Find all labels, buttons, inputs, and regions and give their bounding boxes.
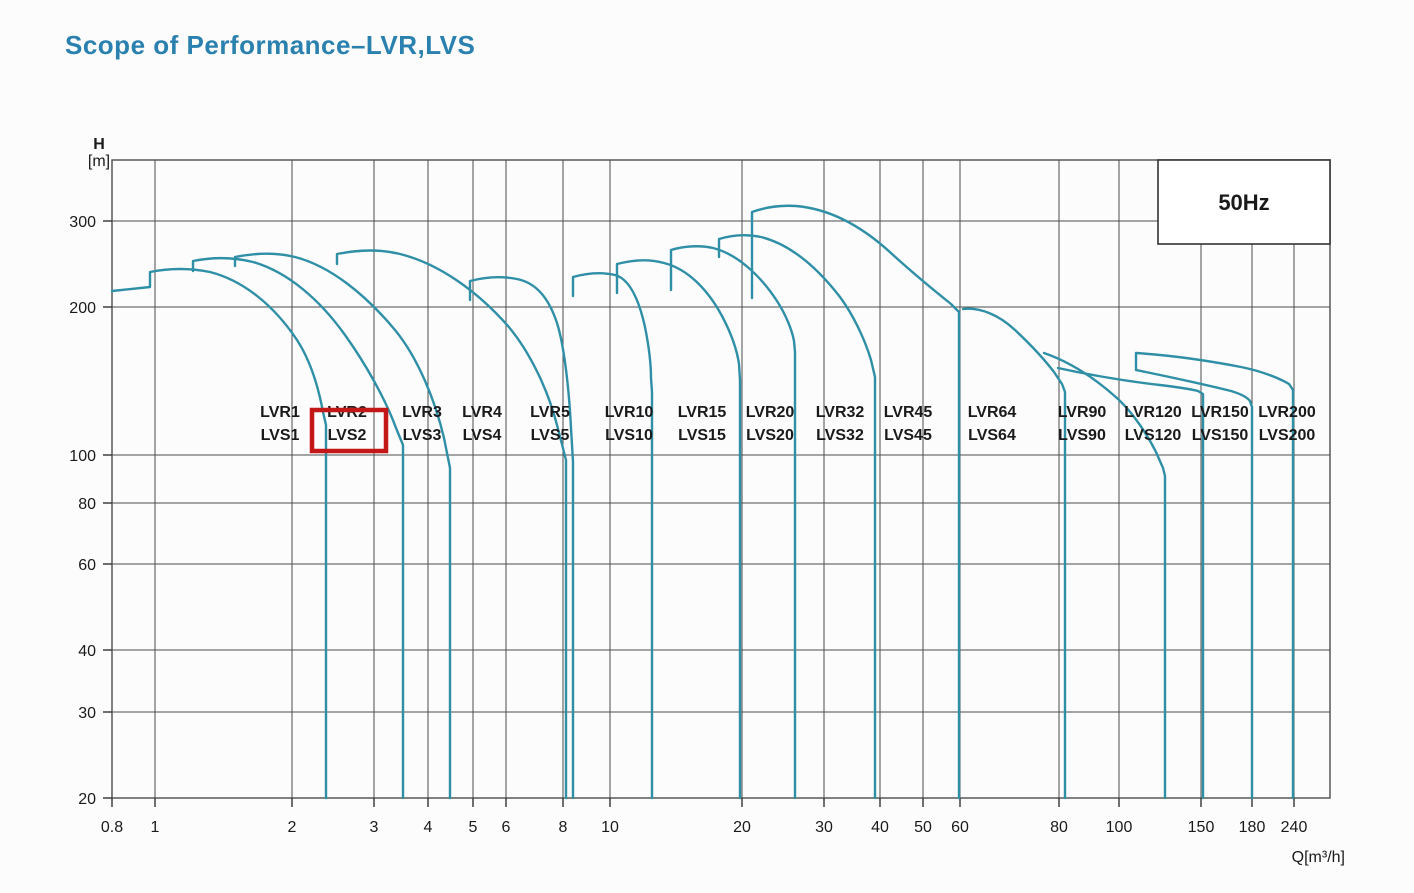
y-tick-40: 40 [78, 643, 96, 660]
page-title: Scope of Performance–LVR,LVS [65, 30, 476, 60]
envelope-lvs200 [1134, 351, 1295, 800]
x-tick-240: 240 [1281, 819, 1308, 836]
horizontal-gridlines [112, 220, 1330, 713]
label-lvs120: LVS120 [1125, 427, 1182, 444]
envelope-lvs3 [233, 252, 452, 800]
frequency-badge-box [1157, 159, 1331, 245]
x-tick-10: 10 [601, 819, 619, 836]
label-lvr200: LVR200 [1258, 404, 1316, 421]
label-lvs64: LVS64 [968, 427, 1016, 444]
pump-envelope-curves [110, 204, 1295, 800]
label-lvr20: LVR20 [746, 404, 795, 421]
label-lvr5: LVR5 [530, 404, 570, 421]
x-tick-40: 40 [871, 819, 889, 836]
label-lvr45: LVR45 [884, 404, 933, 421]
y-tick-labels: 300 200 100 80 60 40 30 20 [69, 214, 96, 808]
label-lvs45: LVS45 [884, 427, 932, 444]
label-lvr3: LVR3 [402, 404, 442, 421]
label-lvs15: LVS15 [678, 427, 726, 444]
label-lvs150: LVS150 [1192, 427, 1249, 444]
label-lvs3: LVS3 [403, 427, 442, 444]
x-tick-80: 80 [1050, 819, 1068, 836]
x-tick-3: 3 [370, 819, 379, 836]
label-lvs5: LVS5 [531, 427, 570, 444]
envelope-lvs45 [750, 204, 961, 800]
y-axis-title-symbol: H [93, 136, 105, 153]
envelope-lvs4 [335, 249, 568, 800]
label-lvs90: LVS90 [1058, 427, 1106, 444]
x-tick-1: 1 [151, 819, 160, 836]
label-lvs4: LVS4 [463, 427, 502, 444]
envelope-lvs120 [1056, 366, 1205, 800]
frequency-badge-label: 50Hz [1218, 190, 1269, 215]
x-tick-2: 2 [288, 819, 297, 836]
label-lvr1: LVR1 [260, 404, 300, 421]
label-lvs32: LVS32 [816, 427, 864, 444]
label-lvr10: LVR10 [605, 404, 654, 421]
y-tick-60: 60 [78, 557, 96, 574]
label-lvr90: LVR90 [1058, 404, 1107, 421]
x-tick-30: 30 [815, 819, 833, 836]
y-tick-200: 200 [69, 300, 96, 317]
x-tick-60: 60 [951, 819, 969, 836]
y-tick-30: 30 [78, 705, 96, 722]
label-lvr15: LVR15 [678, 404, 727, 421]
x-tick-8: 8 [559, 819, 568, 836]
plot-border [111, 159, 1331, 799]
envelope-lvs2 [191, 256, 405, 800]
envelope-lvs5 [468, 276, 575, 800]
envelope-lvs20 [669, 245, 797, 800]
label-lvs2: LVS2 [328, 427, 367, 444]
label-lvr64: LVR64 [968, 404, 1017, 421]
label-lvr4: LVR4 [462, 404, 502, 421]
label-lvr32: LVR32 [816, 404, 865, 421]
envelope-lvs15 [615, 259, 742, 800]
y-axis-title-unit: [m] [88, 153, 110, 170]
model-labels: LVR1 LVS1 LVR2 LVS2 LVR3 LVS3 LVR4 LVS4 … [260, 404, 1316, 444]
envelope-lvs64 [961, 307, 1067, 800]
label-lvr120: LVR120 [1124, 404, 1182, 421]
axis-tickmarks [103, 220, 1295, 807]
envelope-lvs1 [110, 267, 328, 800]
envelope-lvs32 [717, 234, 877, 800]
x-tick-180: 180 [1239, 819, 1266, 836]
envelope-lvs10 [571, 272, 654, 800]
x-axis-title: Q[m³/h] [1292, 849, 1345, 866]
x-tick-20: 20 [733, 819, 751, 836]
label-lvr2: LVR2 [327, 404, 367, 421]
envelope-lvs150 [1134, 368, 1254, 800]
frequency-badge: 50Hz [1157, 159, 1331, 245]
y-tick-100: 100 [69, 448, 96, 465]
x-tick-100: 100 [1106, 819, 1133, 836]
y-tick-80: 80 [78, 496, 96, 513]
x-tick-50: 50 [914, 819, 932, 836]
label-lvs20: LVS20 [746, 427, 794, 444]
label-lvs10: LVS10 [605, 427, 653, 444]
envelope-lvs90 [1042, 351, 1167, 800]
x-tick-5: 5 [469, 819, 478, 836]
lvs2-highlight-box [309, 407, 389, 454]
x-tick-4: 4 [424, 819, 433, 836]
label-lvs200: LVS200 [1259, 427, 1316, 444]
x-tick-6: 6 [502, 819, 511, 836]
y-tick-300: 300 [69, 214, 96, 231]
x-tick-0.8: 0.8 [101, 819, 123, 836]
y-tick-20: 20 [78, 791, 96, 808]
label-lvs1: LVS1 [261, 427, 300, 444]
label-lvr150: LVR150 [1191, 404, 1249, 421]
x-tick-labels: 0.8 1 2 3 4 5 6 8 10 20 30 40 50 60 80 1… [101, 819, 1308, 836]
x-tick-150: 150 [1188, 819, 1215, 836]
